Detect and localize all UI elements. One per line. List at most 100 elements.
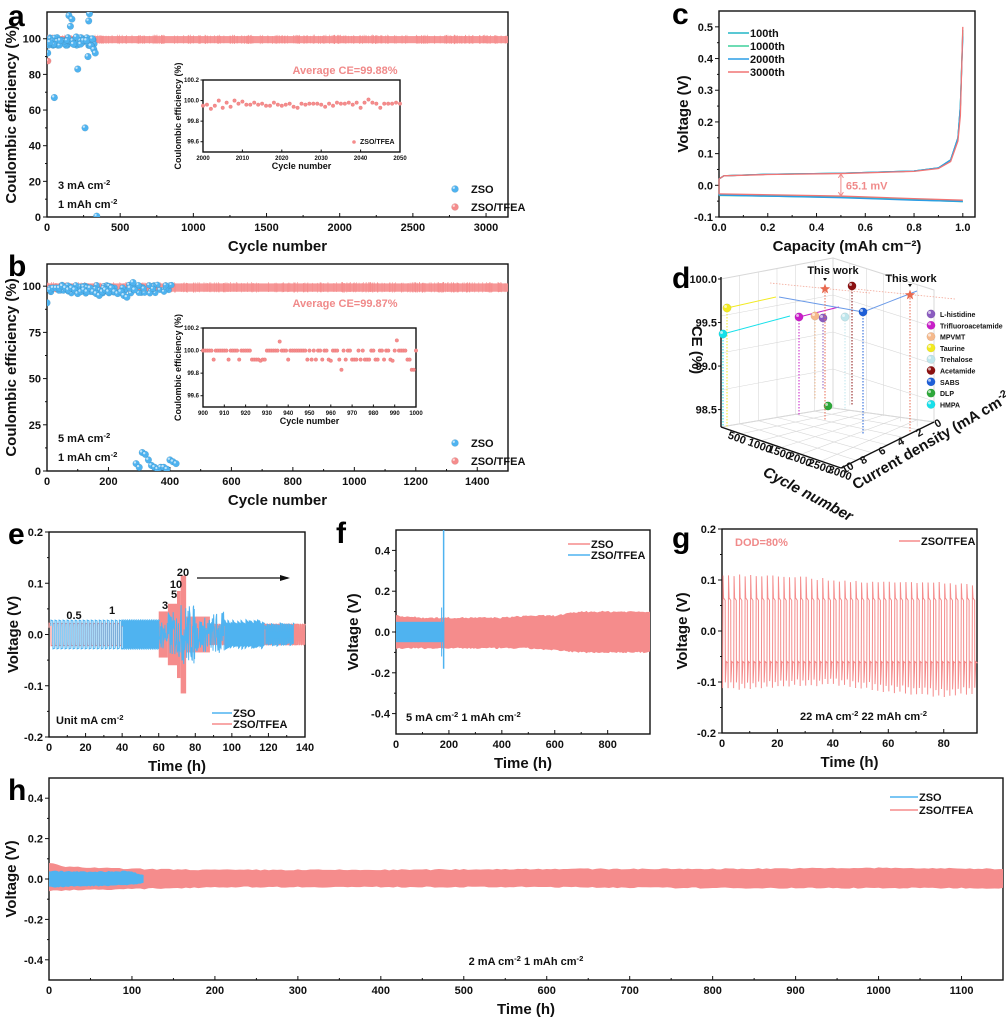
zso-point [91,49,99,57]
grid-line [720,331,834,354]
y-tick-label: 100.0 [184,99,200,105]
zso-point-highlight [161,464,164,468]
zso-point-highlight [112,289,115,292]
zso-point-highlight [56,285,60,289]
x-axis-title: Capacity (mAh cm⁻²) [773,238,922,255]
legend-label: Trehalose [940,357,973,364]
zso-point-highlight [81,287,84,290]
inset-point [341,348,346,353]
zso-point-highlight [78,41,81,45]
legend-marker-highlight [928,401,932,405]
inset-legend-marker [352,140,356,144]
grid-line [832,368,935,402]
average-ce-label: Average CE=99.88% [292,65,397,77]
legend-marker-highlight [928,356,932,360]
inset-point [260,101,265,106]
zso-point-highlight [106,289,109,292]
zso-point [162,282,170,289]
data-point-trifluoroacetamide [794,312,804,322]
inset-point [414,348,418,353]
inset-point [313,357,318,362]
legend-marker-highlight [452,440,455,443]
zso-point-highlight [86,18,89,21]
y-tick-label: 100.0 [184,349,200,355]
zso-point-highlight [130,280,134,283]
inset-point [271,100,276,105]
x-tick-label: 900 [198,411,209,417]
series-zso-tfea [47,281,508,293]
zso-point-highlight [167,457,170,460]
arrow-head-up [837,172,844,179]
inset-point [319,102,324,107]
tfea-band [47,36,508,44]
x-tick-label: 0 [393,739,399,751]
legend-label: DLP [940,391,954,398]
z-tick-label: 8 [858,454,869,467]
current-rate-label: 1 [109,605,115,617]
x-tick-label: 0 [44,222,50,234]
panel-a: a0 500 1000 1500 2000 2500 3000020406080100Cyc… [3,0,525,255]
inset-point [275,102,280,107]
legend-label: L-histidine [940,312,975,319]
zso-point-highlight [69,285,72,289]
legend-label: ZSO [233,708,256,720]
inset-point [268,103,272,108]
zso-point-highlight [55,39,58,42]
x-axis-title: Cycle number [228,238,327,255]
data-point-dlp-highlight [825,403,829,406]
legend-label: ZSO/TFEA [921,536,975,548]
z-tick-label: 0 [933,417,944,430]
legend-label: Acetamide [940,369,976,376]
legend-label: 1000th [750,41,785,53]
zso-point [68,15,76,23]
inset-point [374,101,379,106]
inset-point [248,102,253,107]
zso-point-highlight [101,285,104,288]
zso-point-highlight [90,289,94,292]
charge-curve [718,26,964,180]
inset-point [287,101,292,106]
legend-marker [451,457,459,465]
inset-point [335,100,339,105]
x-tick-label: 1400 [465,476,489,488]
y-tick-label: -0.1 [694,212,713,224]
overpotential-label: 65.1 mV [846,180,888,192]
x-tick-label: 600 [546,739,564,751]
tfea-band [47,283,508,292]
grid-line [720,368,834,391]
data-point-taurine [722,303,732,313]
zso-point [63,37,71,44]
y-tick-label: 0.2 [375,586,390,598]
inset-point [275,348,280,353]
inset-point [252,100,257,105]
x-tick-label: 980 [368,411,379,417]
y-axis-title: Coulombic efficiency (%) [173,314,183,421]
x-tick-label: 500 [455,985,473,997]
panel-label: b [8,250,26,283]
zso-point-highlight [128,291,131,294]
x-tick-label: 500 [111,222,129,234]
y-tick-label: 80 [29,69,41,81]
inset-point [386,101,391,106]
legend-marker [451,203,459,211]
zso-point-highlight [63,285,66,289]
zso-point-highlight [127,282,130,285]
y-tick-label: -0.1 [24,681,43,693]
data-point-mpvmt-highlight [812,313,816,316]
condition-label: 22 mA cm-2 22 mAh cm-2 [800,709,927,724]
x-tick-label: 2040 [354,156,368,162]
legend-label: ZSO [919,792,942,804]
zso-point-highlight [50,285,54,289]
y-axis-title: Voltage (V) [345,593,362,670]
y-tick-label: 99.6 [187,394,199,400]
x-tick-label: 940 [283,411,294,417]
x-tick-label: 1200 [404,476,428,488]
inset: 900 910 920 930 940 950 960 970 980 990 1000 99.6 99… [173,314,423,426]
inset-point [264,103,268,108]
zso-point-highlight [133,461,137,464]
pointer-triangle [823,278,827,281]
y-tick-label: 0.2 [28,834,43,846]
condition-label: 1 mAh cm-2 [58,450,117,465]
x-tick-label: 1.0 [955,222,970,234]
zso-waveform [223,618,266,651]
